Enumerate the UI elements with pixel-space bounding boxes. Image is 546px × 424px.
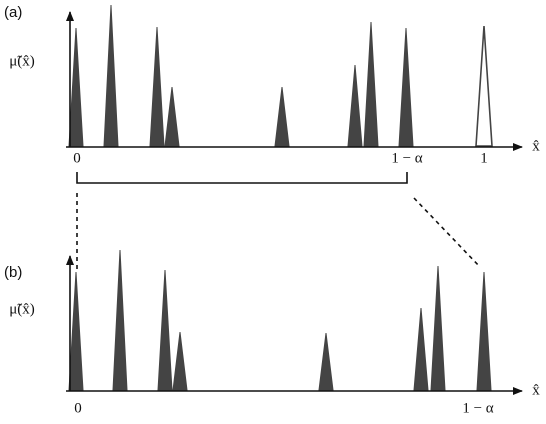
panel-label: (b): [4, 264, 22, 281]
y-axis-label: μ̃(x̂): [9, 53, 35, 69]
spike: [347, 64, 363, 147]
spike: [164, 86, 180, 147]
tick-label: 1 − α: [462, 400, 493, 416]
x-axis-label: x̂: [532, 382, 540, 398]
y-axis-label: μ̃(x̂): [9, 301, 35, 317]
spike: [476, 271, 492, 391]
tick-label: 1 − α: [391, 150, 422, 166]
spike: [363, 21, 379, 147]
spike: [318, 332, 334, 391]
spike: [413, 307, 429, 391]
x-axis-label: x̂: [532, 138, 540, 154]
spike: [172, 331, 188, 391]
spike: [157, 269, 173, 391]
zoom-line: [413, 197, 481, 268]
spike: [430, 265, 446, 391]
panel-label: (a): [4, 4, 22, 21]
spike: [398, 27, 414, 147]
spike: [274, 86, 290, 147]
tick-label: 0: [74, 400, 82, 416]
spike: [68, 27, 84, 147]
tick-label: 0: [73, 150, 81, 166]
bracket: [76, 172, 408, 184]
spike: [68, 271, 84, 391]
spikes: [68, 4, 493, 391]
spike: [103, 4, 119, 147]
spike: [149, 26, 165, 147]
tick-label: 1: [480, 150, 488, 166]
spike: [112, 249, 128, 391]
spike: [475, 25, 493, 147]
